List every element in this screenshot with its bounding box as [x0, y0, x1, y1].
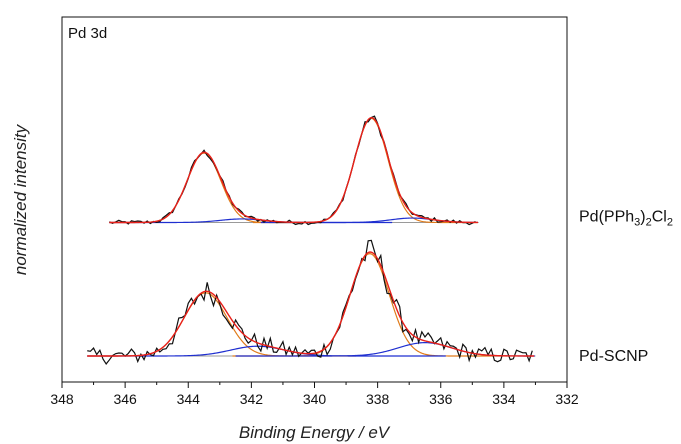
plot-frame	[61, 16, 568, 383]
spectrum-0	[109, 115, 479, 226]
y-axis-title: normalized intensity	[11, 123, 30, 275]
x-tick-label: 336	[429, 391, 453, 407]
x-axis-tick-labels: 348 346 344 342 340 338 336 334 332	[50, 391, 579, 407]
x-axis-ticks	[61, 382, 568, 388]
x-tick-label: 334	[492, 391, 516, 407]
x-axis-title: Binding Energy / eV	[239, 423, 391, 442]
panel-label: Pd 3d	[68, 25, 107, 42]
fit-component	[252, 117, 478, 224]
raw-spectrum	[109, 115, 476, 226]
raw-spectrum	[87, 239, 533, 365]
sample-label: Pd-SCNP	[579, 348, 648, 365]
spectrum-1	[87, 239, 536, 365]
x-tick-label: 332	[555, 391, 579, 407]
fit-component	[232, 253, 507, 357]
sample-label: Pd(PPh3)2Cl2	[579, 209, 673, 229]
x-tick-label: 340	[303, 391, 327, 407]
fit-envelope	[109, 116, 478, 224]
x-tick-label: 338	[366, 391, 390, 407]
x-tick-label: 348	[50, 391, 74, 407]
fit-component	[109, 152, 322, 224]
fit-component	[87, 292, 357, 357]
x-tick-label: 346	[113, 391, 137, 407]
x-tick-label: 342	[240, 391, 264, 407]
x-tick-label: 344	[177, 391, 201, 407]
spectra-layer	[87, 115, 536, 365]
sample-labels: Pd(PPh3)2Cl2 Pd-SCNP	[579, 209, 673, 366]
fit-envelope	[87, 251, 535, 357]
